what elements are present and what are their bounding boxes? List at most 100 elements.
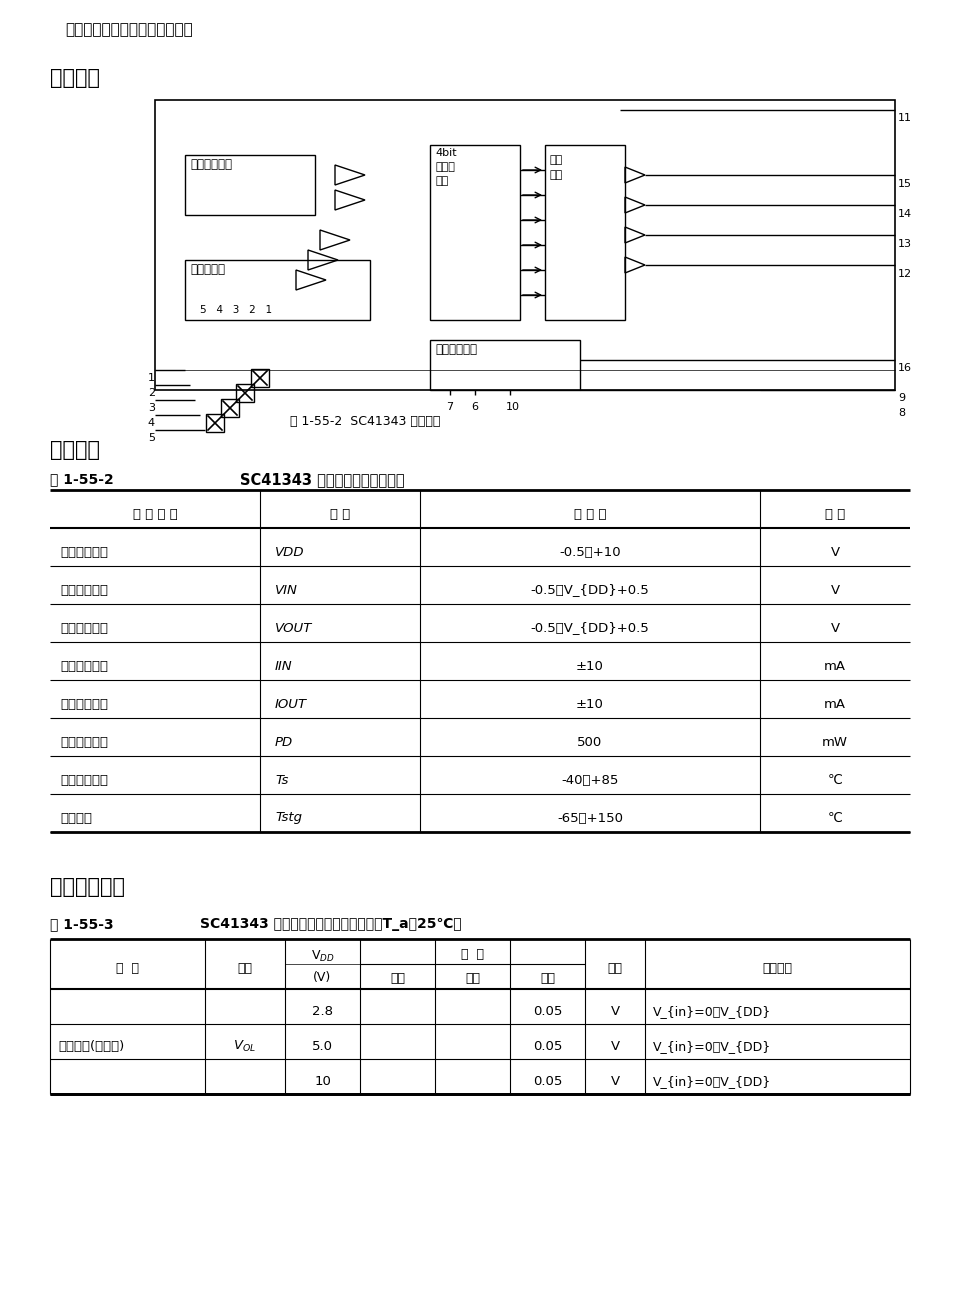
Text: 表 1-55-3: 表 1-55-3 bbox=[50, 917, 113, 931]
Text: 符 号: 符 号 bbox=[330, 508, 350, 521]
Text: 8: 8 bbox=[898, 408, 905, 418]
Text: 锁存: 锁存 bbox=[550, 155, 564, 164]
Text: 直流电源电压: 直流电源电压 bbox=[60, 546, 108, 559]
Text: Ts: Ts bbox=[275, 773, 288, 786]
Bar bbox=[221, 398, 239, 417]
Text: V_{in}=0或V_{DD}: V_{in}=0或V_{DD} bbox=[653, 1005, 771, 1018]
Text: V$_{DD}$: V$_{DD}$ bbox=[311, 948, 334, 964]
Text: 间没有接收到发射信号时为止。: 间没有接收到发射信号时为止。 bbox=[65, 22, 193, 37]
Text: 5   4   3   2   1: 5 4 3 2 1 bbox=[200, 305, 272, 316]
Text: VDD: VDD bbox=[275, 546, 304, 559]
Text: 最大: 最大 bbox=[540, 972, 555, 985]
Text: 名  称: 名 称 bbox=[116, 963, 139, 976]
Bar bbox=[155, 100, 895, 391]
Text: ±10: ±10 bbox=[576, 697, 604, 710]
Text: 序列发生器: 序列发生器 bbox=[190, 263, 225, 276]
Text: 图 1-55-2  SC41343 逻辑框图: 图 1-55-2 SC41343 逻辑框图 bbox=[290, 416, 441, 427]
Text: 15: 15 bbox=[898, 179, 912, 189]
Text: 直流输出电压: 直流输出电压 bbox=[60, 622, 108, 635]
Text: ℃: ℃ bbox=[828, 811, 843, 825]
Text: -0.5～V_{DD}+0.5: -0.5～V_{DD}+0.5 bbox=[531, 622, 649, 635]
Text: -40～+85: -40～+85 bbox=[562, 773, 618, 786]
Text: 4bit: 4bit bbox=[435, 149, 457, 158]
Text: 贯存温度: 贯存温度 bbox=[60, 811, 92, 825]
Bar bbox=[185, 260, 370, 320]
Text: 5.0: 5.0 bbox=[312, 1040, 333, 1053]
Text: 电气技术指标: 电气技术指标 bbox=[50, 877, 125, 897]
Text: 直流输入电流: 直流输入电流 bbox=[60, 660, 108, 672]
Bar bbox=[545, 145, 625, 320]
Text: 0.05: 0.05 bbox=[533, 1040, 563, 1053]
Text: -65～+150: -65～+150 bbox=[557, 811, 623, 825]
Text: 11: 11 bbox=[898, 113, 912, 124]
Text: -0.5～+10: -0.5～+10 bbox=[559, 546, 621, 559]
Text: V: V bbox=[611, 1005, 619, 1018]
Text: IOUT: IOUT bbox=[275, 697, 307, 710]
Text: 数  值: 数 值 bbox=[461, 948, 484, 961]
Text: 移位寄: 移位寄 bbox=[435, 162, 455, 172]
Text: 测试条件: 测试条件 bbox=[762, 963, 793, 976]
Text: 6: 6 bbox=[471, 402, 478, 412]
Bar bbox=[251, 370, 269, 387]
Text: SC41343 极限参数符号及参数値: SC41343 极限参数符号及参数値 bbox=[240, 472, 404, 487]
Text: VIN: VIN bbox=[275, 584, 298, 597]
Text: 3: 3 bbox=[148, 402, 155, 413]
Text: 典型: 典型 bbox=[465, 972, 480, 985]
Text: 输出电压(低电平): 输出电压(低电平) bbox=[58, 1040, 124, 1053]
Text: 工作环境温度: 工作环境温度 bbox=[60, 773, 108, 786]
Text: V: V bbox=[830, 546, 840, 559]
Text: 16: 16 bbox=[898, 363, 912, 373]
Text: 13: 13 bbox=[898, 239, 912, 249]
Text: 4: 4 bbox=[148, 418, 155, 427]
Text: -0.5～V_{DD}+0.5: -0.5～V_{DD}+0.5 bbox=[531, 584, 649, 597]
Text: Tstg: Tstg bbox=[275, 811, 302, 825]
Text: 符号: 符号 bbox=[237, 963, 252, 976]
Text: 12: 12 bbox=[898, 270, 912, 279]
Text: mW: mW bbox=[822, 735, 848, 748]
Text: 单 位: 单 位 bbox=[825, 508, 845, 521]
Text: 直流电流消耗: 直流电流消耗 bbox=[60, 735, 108, 748]
Text: 500: 500 bbox=[577, 735, 603, 748]
Text: 0.05: 0.05 bbox=[533, 1074, 563, 1088]
Bar bbox=[206, 414, 224, 433]
Text: V$_{OL}$: V$_{OL}$ bbox=[233, 1039, 256, 1055]
Text: V: V bbox=[830, 622, 840, 635]
Text: 存器: 存器 bbox=[435, 176, 448, 185]
Text: 10: 10 bbox=[314, 1074, 331, 1088]
Text: V: V bbox=[611, 1074, 619, 1088]
Text: 电路: 电路 bbox=[550, 170, 564, 180]
Text: 参 数 値: 参 数 値 bbox=[574, 508, 607, 521]
Text: 表 1-55-2: 表 1-55-2 bbox=[50, 472, 113, 487]
Text: 9: 9 bbox=[898, 393, 905, 402]
Text: 最小: 最小 bbox=[390, 972, 405, 985]
Text: V_{in}=0或V_{DD}: V_{in}=0或V_{DD} bbox=[653, 1074, 771, 1088]
Text: 逻辑框图: 逻辑框图 bbox=[50, 68, 100, 88]
Text: 直流输出电流: 直流输出电流 bbox=[60, 697, 108, 710]
Text: 参 数 名 称: 参 数 名 称 bbox=[132, 508, 178, 521]
Text: IIN: IIN bbox=[275, 660, 293, 672]
Text: SC41343 电气技术指标符号及参数値（T_a＝25℃）: SC41343 电气技术指标符号及参数値（T_a＝25℃） bbox=[200, 917, 462, 931]
Text: 控制逻辑电路: 控制逻辑电路 bbox=[190, 158, 232, 171]
Text: 1: 1 bbox=[148, 373, 155, 383]
Text: ±10: ±10 bbox=[576, 660, 604, 672]
Text: 数据提取电路: 数据提取电路 bbox=[435, 343, 477, 356]
Bar bbox=[236, 384, 254, 402]
Text: 2.8: 2.8 bbox=[312, 1005, 333, 1018]
Text: 2: 2 bbox=[148, 388, 155, 398]
Text: mA: mA bbox=[824, 660, 846, 672]
Text: 10: 10 bbox=[506, 402, 520, 412]
Text: 7: 7 bbox=[446, 402, 453, 412]
Text: VOUT: VOUT bbox=[275, 622, 312, 635]
Text: 直流输入电压: 直流输入电压 bbox=[60, 584, 108, 597]
Text: (V): (V) bbox=[313, 972, 331, 985]
Text: PD: PD bbox=[275, 735, 293, 748]
Text: 0.05: 0.05 bbox=[533, 1005, 563, 1018]
Text: 5: 5 bbox=[148, 433, 155, 443]
Text: V: V bbox=[611, 1040, 619, 1053]
Text: V_{in}=0或V_{DD}: V_{in}=0或V_{DD} bbox=[653, 1040, 771, 1053]
Text: 单位: 单位 bbox=[608, 963, 622, 976]
Bar bbox=[185, 155, 315, 214]
Text: 极限参数: 极限参数 bbox=[50, 441, 100, 460]
Text: 14: 14 bbox=[898, 209, 912, 220]
Text: mA: mA bbox=[824, 697, 846, 710]
